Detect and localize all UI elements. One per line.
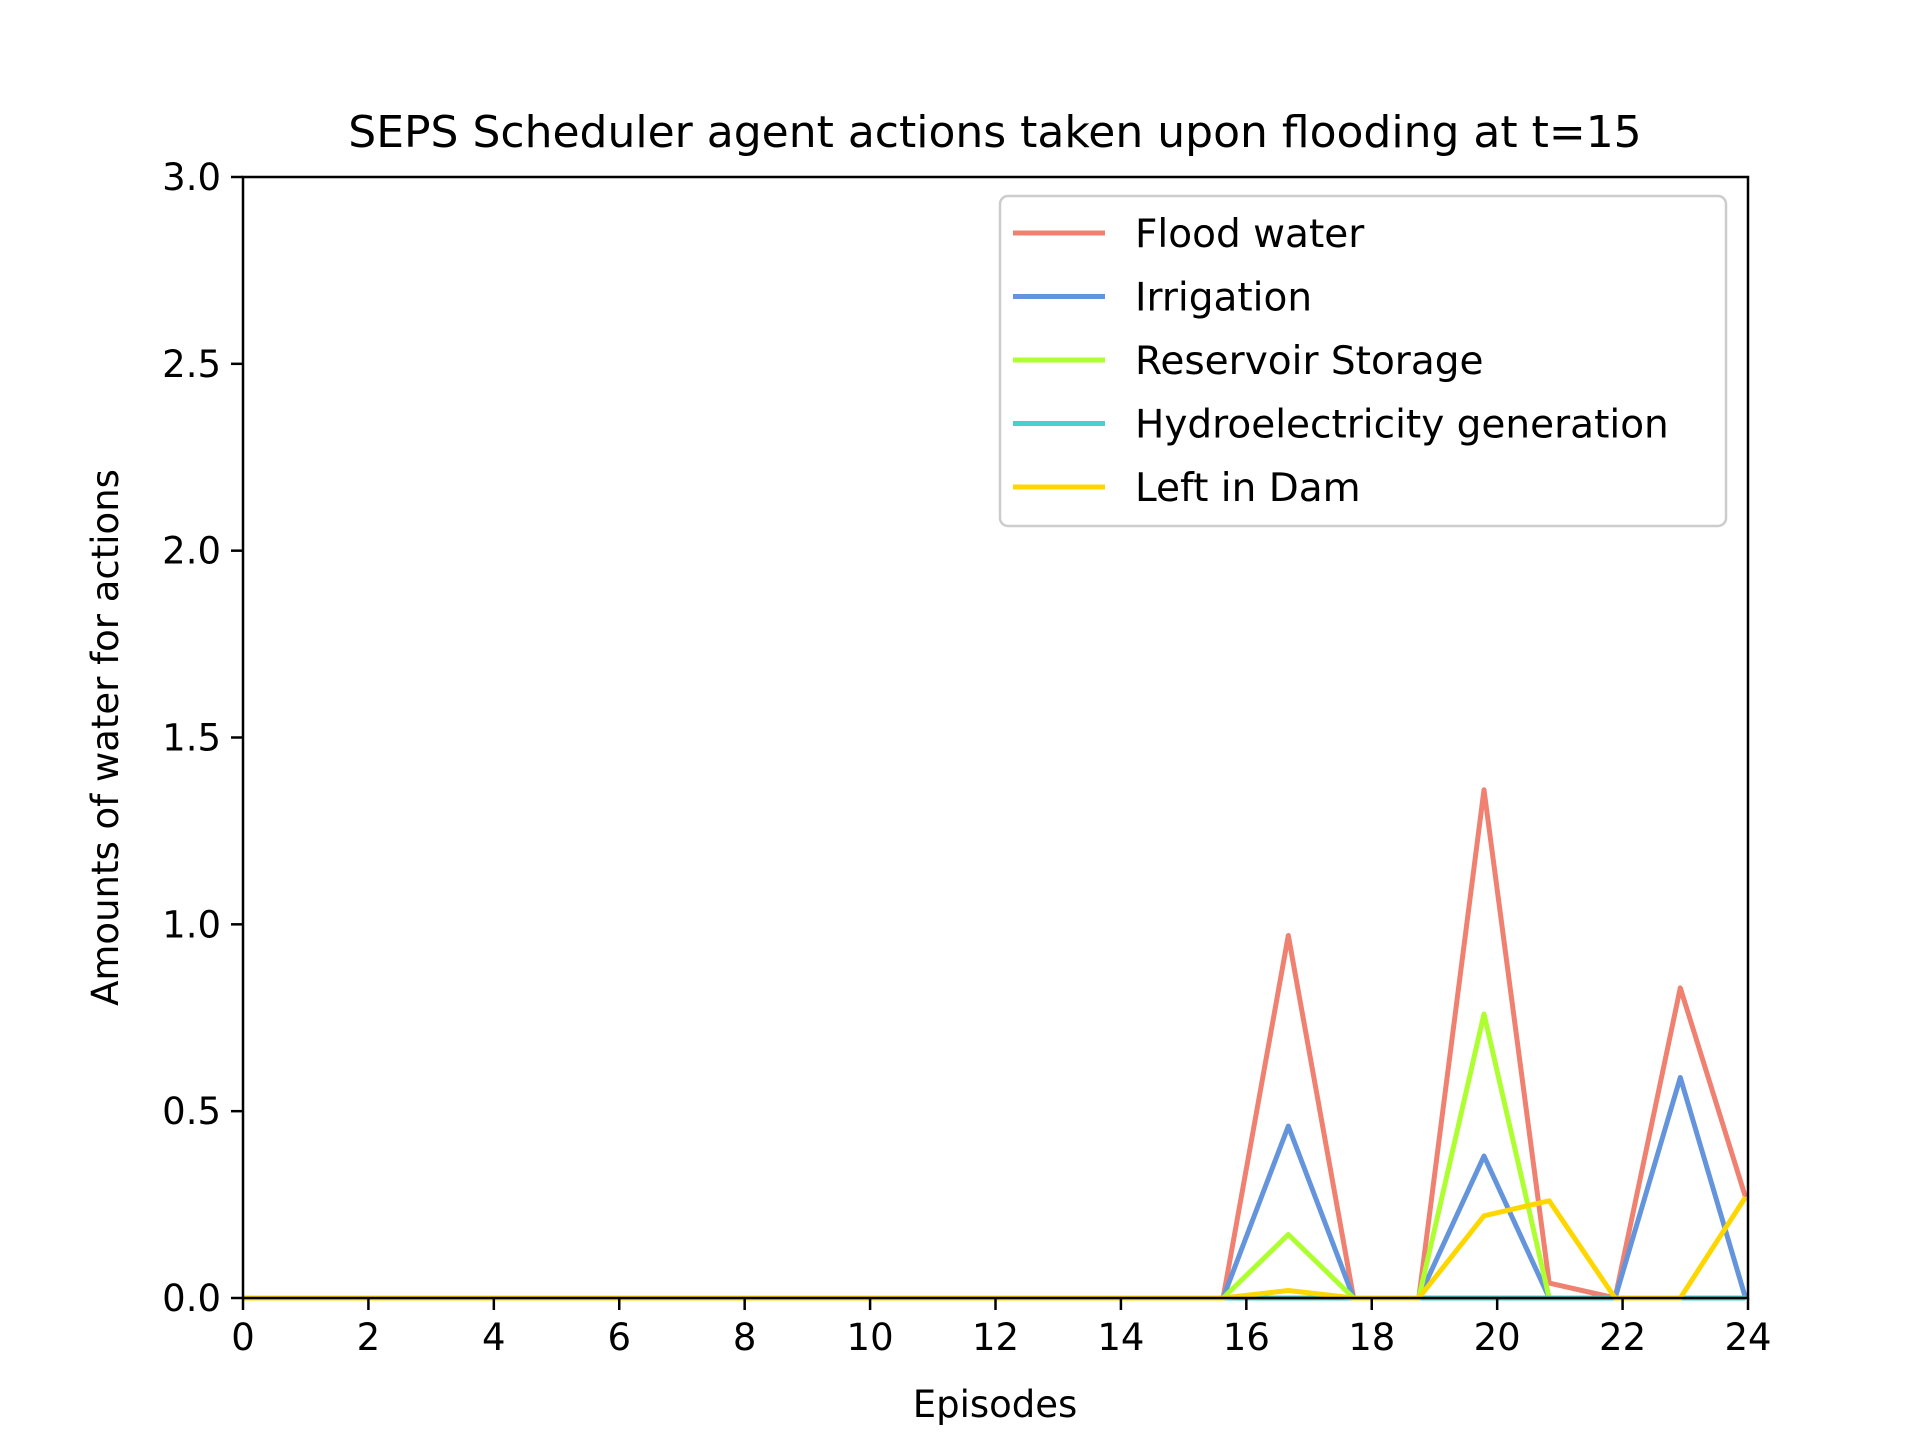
y-axis: 0.0 0.5 1.0 1.5 2.0 2.5 3.0 <box>162 156 243 1320</box>
y-tick-label: 1.0 <box>162 903 221 946</box>
x-tick-label: 12 <box>972 1316 1019 1359</box>
chart-title: SEPS Scheduler agent actions taken upon … <box>348 107 1641 158</box>
x-tick-label: 18 <box>1348 1316 1395 1359</box>
legend-label: Irrigation <box>1135 276 1312 321</box>
legend-label: Left in Dam <box>1135 466 1361 511</box>
legend: Flood water Irrigation Reservoir Storage Hy… <box>998 194 1728 528</box>
legend-label: Flood water <box>1135 212 1365 257</box>
x-axis: 0 2 4 6 8 10 12 14 16 18 20 22 24 <box>231 1298 1772 1359</box>
y-tick-label: 2.0 <box>162 530 221 573</box>
y-tick-label: 1.5 <box>162 717 221 760</box>
x-tick-label: 4 <box>482 1316 506 1359</box>
x-axis-label: Episodes <box>913 1383 1078 1426</box>
x-tick-label: 6 <box>607 1316 631 1359</box>
y-tick-label: 0.5 <box>162 1090 221 1133</box>
x-tick-label: 8 <box>733 1316 757 1359</box>
x-tick-label: 2 <box>357 1316 381 1359</box>
x-tick-label: 24 <box>1724 1316 1771 1359</box>
x-tick-label: 10 <box>847 1316 894 1359</box>
x-tick-label: 0 <box>231 1316 255 1359</box>
x-tick-label: 16 <box>1223 1316 1270 1359</box>
y-tick-label: 0.0 <box>162 1277 221 1320</box>
x-tick-label: 22 <box>1599 1316 1646 1359</box>
x-tick-label: 20 <box>1474 1316 1521 1359</box>
y-axis-label: Amounts of water for actions <box>84 469 127 1006</box>
legend-box <box>998 194 1728 528</box>
legend-label: Reservoir Storage <box>1135 339 1484 384</box>
legend-label: Hydroelectricity generation <box>1135 403 1669 448</box>
x-tick-label: 14 <box>1097 1316 1144 1359</box>
y-tick-label: 3.0 <box>162 156 221 199</box>
y-tick-label: 2.5 <box>162 343 221 386</box>
